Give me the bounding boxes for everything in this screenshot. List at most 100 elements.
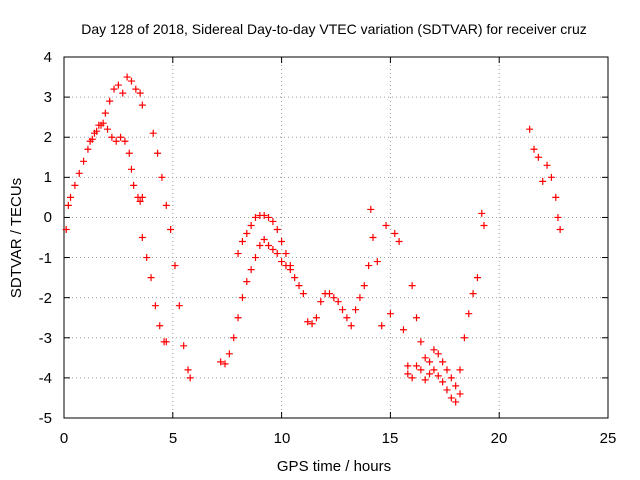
data-point: [125, 149, 133, 157]
data-point: [295, 282, 303, 290]
data-point: [225, 350, 233, 358]
data-point: [167, 225, 175, 233]
data-points: [62, 73, 564, 406]
data-point: [413, 314, 421, 322]
y-tick-label: 3: [44, 89, 52, 106]
data-point: [552, 193, 560, 201]
data-point: [104, 125, 112, 133]
data-point: [356, 294, 364, 302]
data-point: [530, 145, 538, 153]
data-point: [99, 119, 107, 127]
data-point: [408, 282, 416, 290]
data-point: [117, 133, 125, 141]
y-tick-label: 1: [44, 169, 52, 186]
data-point: [439, 358, 447, 366]
y-tick-label: -5: [39, 410, 52, 427]
data-point: [106, 97, 114, 105]
data-point: [171, 262, 179, 270]
data-point: [456, 390, 464, 398]
data-point: [265, 213, 273, 221]
data-point: [473, 274, 481, 282]
data-point: [299, 290, 307, 298]
data-point: [151, 302, 159, 310]
data-point: [291, 274, 299, 282]
data-point: [132, 85, 140, 93]
data-point: [391, 229, 399, 237]
data-point: [138, 234, 146, 241]
y-tick-label: 0: [44, 209, 52, 226]
data-point: [221, 360, 229, 368]
data-point: [554, 213, 562, 221]
data-point: [251, 213, 259, 221]
data-point: [71, 181, 79, 189]
data-point: [238, 238, 246, 246]
data-point: [75, 169, 83, 177]
data-point: [273, 225, 281, 233]
data-point: [238, 294, 246, 302]
data-point: [251, 254, 259, 262]
data-point: [273, 250, 281, 258]
data-point: [452, 398, 460, 406]
data-point: [136, 89, 144, 97]
data-point: [399, 326, 407, 334]
data-point: [460, 334, 468, 342]
data-point: [101, 109, 109, 117]
data-point: [217, 358, 225, 366]
data-point: [138, 101, 146, 109]
data-point: [278, 258, 286, 266]
data-point: [154, 149, 162, 157]
data-point: [478, 209, 486, 217]
plot-frame: [63, 56, 609, 419]
data-point: [334, 298, 342, 306]
data-point: [286, 262, 294, 270]
data-point: [417, 366, 425, 374]
data-point: [156, 322, 164, 330]
data-point: [67, 193, 75, 201]
data-point: [452, 382, 460, 390]
data-point: [426, 370, 434, 378]
data-point: [130, 181, 138, 189]
data-point: [465, 310, 473, 318]
y-tick-label: -2: [39, 290, 52, 307]
data-point: [447, 374, 455, 382]
y-tick-label: -4: [39, 370, 52, 387]
data-point: [386, 310, 394, 318]
data-point: [84, 145, 92, 153]
y-tick-label: -1: [39, 250, 52, 267]
data-point: [456, 366, 464, 374]
data-point: [439, 378, 447, 386]
data-point: [114, 81, 122, 89]
data-point: [343, 314, 351, 322]
data-point: [312, 314, 320, 322]
data-point: [127, 165, 135, 173]
axis-ticks: [63, 56, 609, 419]
data-point: [413, 362, 421, 370]
data-point: [90, 129, 98, 137]
data-point: [430, 346, 438, 354]
data-point: [421, 354, 429, 362]
data-point: [382, 221, 390, 229]
data-point: [143, 254, 151, 262]
y-tick-label: 4: [44, 49, 52, 66]
x-tick-label: 25: [600, 430, 617, 447]
data-point: [526, 125, 534, 133]
data-point: [121, 137, 129, 145]
data-point: [469, 290, 477, 298]
data-point: [260, 211, 268, 219]
data-point: [260, 236, 268, 244]
data-point: [127, 77, 135, 85]
data-point: [347, 322, 355, 330]
data-point: [62, 225, 70, 233]
data-point: [64, 201, 72, 209]
data-point: [110, 85, 118, 93]
data-point: [539, 177, 547, 185]
data-point: [339, 306, 347, 314]
data-point: [443, 366, 451, 374]
data-point: [417, 338, 425, 346]
data-point: [243, 229, 251, 237]
data-point: [230, 334, 238, 342]
data-point: [404, 362, 412, 370]
data-point: [308, 320, 316, 328]
data-point: [162, 338, 170, 346]
data-point: [373, 258, 381, 266]
